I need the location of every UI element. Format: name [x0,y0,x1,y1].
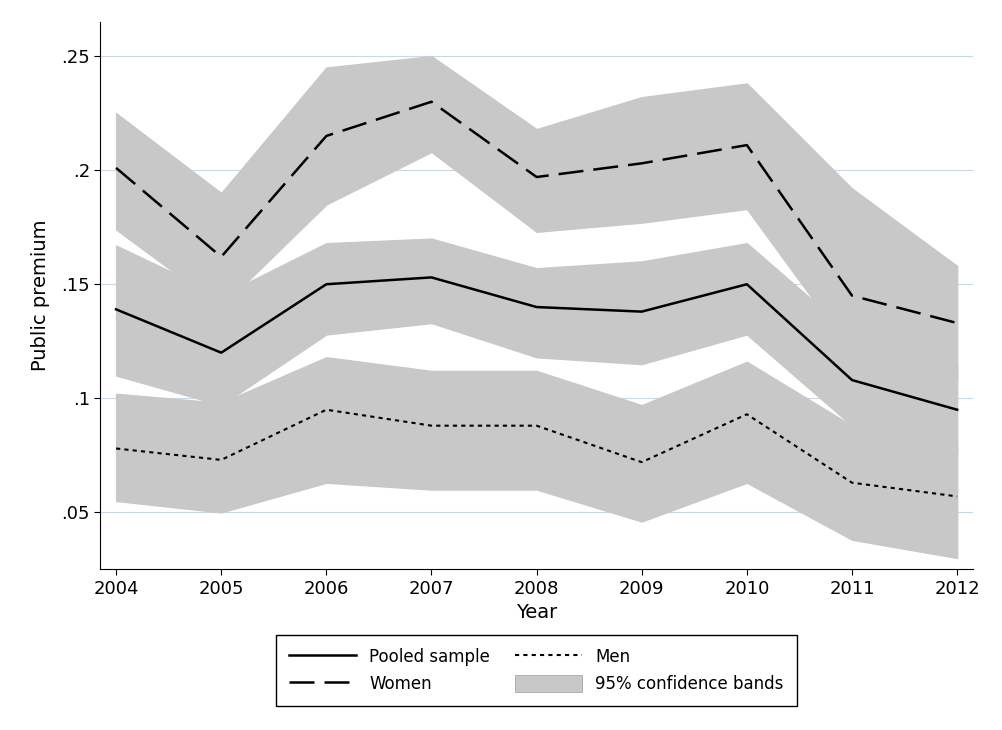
Y-axis label: Public premium: Public premium [31,220,50,372]
Legend: Pooled sample, Women, Men, 95% confidence bands: Pooled sample, Women, Men, 95% confidenc… [276,635,797,706]
X-axis label: Year: Year [515,604,557,623]
